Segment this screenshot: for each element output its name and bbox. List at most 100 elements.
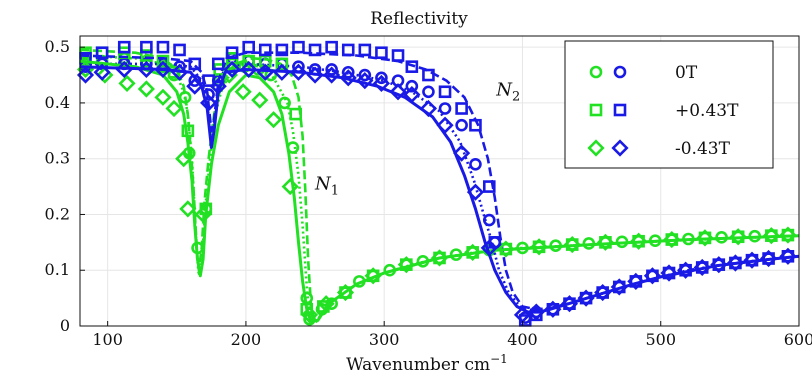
data-point (693, 258, 711, 277)
data-point (251, 91, 269, 109)
annotation-base: N (495, 80, 513, 101)
data-point (630, 232, 648, 250)
data-point (660, 264, 678, 282)
x-tick-label: 500 (645, 330, 676, 349)
data-point (482, 213, 496, 227)
data-point (292, 40, 305, 54)
legend: 0T +0.43T -0.43T (564, 40, 774, 169)
data-point (115, 60, 133, 79)
data-point (154, 60, 172, 79)
data-point (188, 57, 202, 71)
data-point (165, 99, 183, 118)
data-point (627, 272, 645, 290)
legend-marker-blue (613, 103, 627, 117)
data-point (234, 83, 252, 101)
data-point (466, 183, 485, 201)
data-point (596, 233, 615, 251)
series-diamond-blue (76, 60, 800, 324)
data-point (118, 74, 136, 92)
annotation-label: N1 (314, 173, 339, 198)
data-point (419, 99, 438, 118)
data-point (455, 118, 468, 132)
data-point (710, 256, 728, 274)
x-tick-label: 100 (92, 330, 123, 349)
data-point (223, 60, 241, 79)
data-point (140, 40, 153, 54)
data-point (779, 226, 797, 244)
annotation-base: N (314, 173, 332, 194)
data-point (438, 102, 452, 115)
data-point (211, 57, 225, 71)
y-tick-label: 0.1 (45, 260, 70, 279)
data-point (339, 69, 357, 87)
data-point (95, 46, 109, 60)
data-point (563, 235, 581, 254)
data-point (375, 71, 388, 85)
data-point (240, 60, 258, 79)
data-point (341, 43, 355, 57)
legend-marker-green (587, 139, 605, 157)
data-point (202, 74, 215, 87)
legend-marker-green (589, 103, 603, 117)
data-point (577, 289, 595, 307)
data-point (273, 63, 291, 81)
data-point (779, 247, 797, 265)
data-point (469, 118, 482, 132)
data-point (497, 240, 515, 258)
data-point (391, 49, 405, 62)
data-point (308, 43, 322, 57)
data-point (389, 83, 407, 101)
x-tick-label: 600 (784, 330, 812, 349)
data-point (530, 238, 548, 256)
data-point (336, 283, 355, 302)
data-point (275, 43, 289, 57)
data-point (275, 57, 289, 71)
data-point (264, 111, 283, 129)
data-point (364, 267, 382, 285)
data-point (341, 65, 355, 79)
data-point (93, 63, 111, 81)
series-line (79, 54, 800, 325)
data-point (137, 80, 155, 98)
data-point (278, 96, 291, 110)
data-point (300, 306, 319, 324)
x-tick-label: 400 (507, 330, 538, 349)
data-point (594, 283, 612, 302)
data-point (242, 54, 255, 68)
data-point (422, 68, 435, 82)
data-point (289, 63, 308, 81)
data-point (438, 85, 452, 99)
data-point (281, 177, 299, 196)
annotation-subscript: 2 (512, 90, 520, 105)
data-point (610, 278, 628, 296)
data-point (482, 180, 496, 193)
data-point (175, 150, 193, 168)
data-point (726, 254, 744, 272)
data-point (759, 249, 778, 268)
data-point (256, 63, 274, 81)
data-point (663, 230, 681, 249)
data-point (325, 63, 338, 76)
y-tick-label: 0 (60, 316, 70, 335)
data-point (306, 66, 324, 84)
data-point (375, 46, 388, 60)
data-point (186, 77, 204, 95)
data-point (76, 66, 95, 84)
data-point (317, 295, 335, 313)
x-axis-label: Wavenumber cm−1 (346, 352, 508, 375)
data-point (258, 43, 272, 57)
data-point (464, 243, 482, 261)
legend-marker-green (589, 65, 603, 79)
data-point (743, 251, 761, 269)
legend-label: 0T (675, 63, 698, 83)
data-point (156, 40, 170, 54)
data-point (137, 60, 155, 79)
y-tick-label: 0.4 (45, 93, 70, 112)
annotation-subscript: 1 (331, 183, 339, 198)
legend-marker-blue (611, 139, 629, 157)
data-point (358, 68, 372, 82)
x-axis-label-exponent: −1 (490, 352, 508, 366)
data-point (422, 85, 435, 99)
data-point (696, 229, 714, 247)
